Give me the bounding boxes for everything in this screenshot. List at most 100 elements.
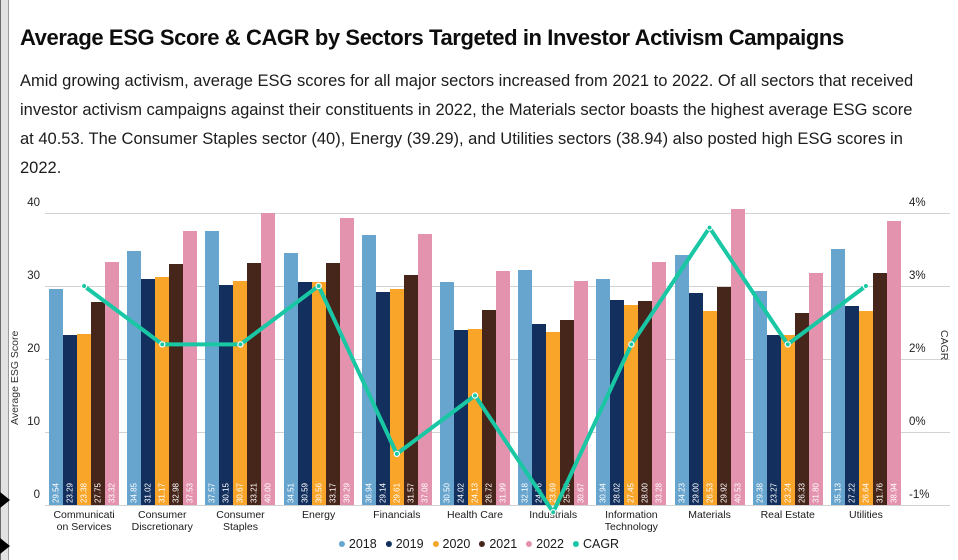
y2-axis-title: CAGR [938,330,950,361]
y-tick-label: 10 [27,416,40,428]
legend: 2018 2019 2020 2021 2022 CAGR [338,537,620,551]
legend-dot-icon [432,541,439,547]
gridline [45,213,950,214]
cagr-line [82,225,868,515]
bar-2019: 23.29 [63,334,78,505]
cagr-line-layer [80,224,870,516]
chart-description: Amid growing activism, average ESG score… [20,71,914,177]
cagr-marker [862,282,870,290]
legend-item-2022: 2022 [526,537,564,551]
legend-dot-icon [526,541,533,547]
cagr-marker [784,341,791,348]
y2-tick-label: 4% [909,197,926,209]
bar-2018: 36.94 [361,235,376,505]
y2-tick-label: 3% [909,270,926,282]
bar-2019: 24.02 [454,329,468,505]
cagr-marker [471,392,479,399]
black-triangle-icon[interactable] [0,538,10,554]
x-axis-label: Communicati on Services [53,509,115,533]
gridline [45,505,950,506]
legend-item-2021: 2021 [479,537,517,551]
cagr-marker [80,282,88,290]
legend-label: CAGR [582,537,620,551]
y-tick-label: 30 [27,270,40,282]
legend-dot-icon [479,541,486,547]
bar-2021: 29.92 [716,286,731,505]
bar-2019: 30.15 [219,284,234,505]
legend-item-2020: 2020 [432,537,470,551]
x-axis-label: Real Estate [760,509,815,521]
bar-2020: 26.53 [702,311,717,505]
bar-2020: 23.69 [546,332,561,505]
bar-2022: 33.32 [105,261,120,505]
bar-2021: 31.76 [872,273,887,505]
bar-2018: 30.94 [596,279,611,505]
legend-label: 2021 [489,537,518,551]
black-triangle-icon[interactable] [0,492,10,508]
plot-area: 29.54 23.29 23.38 27.75 33.32 Communicati on S… [45,209,905,533]
cagr-marker [237,341,244,348]
legend-label: 2018 [348,537,377,551]
bar-2019: 27.22 [844,306,859,505]
y2-tick-label: -1% [909,489,930,501]
bar-2018: 30.50 [440,282,454,505]
x-axis-label: Consumer Discretionary [131,509,193,533]
bar-2022: 31.80 [808,272,823,505]
bar-2020: 24.13 [468,328,482,505]
legend-dot-icon [385,541,392,547]
bar-2022: 40.53 [730,209,745,505]
bar-2022: 31.99 [496,271,510,505]
legend-dot-icon [338,541,345,547]
x-axis-label: Utilities [848,509,883,521]
cagr-marker [628,341,635,348]
bar-2021: 27.75 [91,302,106,505]
bar-2021: 32.98 [169,264,184,505]
bar-2020: 23.24 [780,335,795,505]
legend-label: 2022 [536,537,564,551]
page-title: Average ESG Score & CAGR by Sectors Targ… [20,24,844,50]
x-axis-label: Financials [373,509,421,521]
bar-2019: 23.27 [766,335,781,505]
legend-item-2019: 2019 [385,537,424,551]
bar-2019: 29.00 [688,293,703,505]
bar-2020: 26.64 [858,310,873,505]
bar-2021: 25.38 [560,319,575,505]
bar-2022: 38.94 [886,220,901,505]
bar-2022: 40.00 [261,213,276,505]
x-axis-label: Materials [688,509,731,521]
y-axis-title: Average ESG Score [9,330,21,425]
x-axis-label: Health Care [446,509,504,521]
bar-2018: 34.51 [283,253,298,505]
x-axis-label: Energy [301,509,336,521]
y-tick-label: 20 [27,343,40,355]
bar-2020: 30.56 [311,281,326,505]
bar-2018: 34.23 [674,255,689,505]
cagr-marker [393,450,401,458]
x-axis-label: Information Technology [604,509,658,533]
y-tick-label: 40 [27,197,40,209]
cagr-marker [159,341,166,348]
bar-2019: 24.76 [532,324,547,505]
y2-tick-label: 0% [909,416,926,428]
legend-label: 2019 [395,537,424,551]
bar-2019: 28.02 [610,300,625,505]
bar-2021: 26.72 [482,309,496,505]
bar-2018: 34.85 [127,250,142,505]
bar-2019: 29.14 [375,292,390,505]
bar-2022: 37.53 [183,231,198,505]
legend-dot-icon [572,541,579,547]
bar-2020: 30.67 [233,281,248,505]
cagr-marker [549,509,557,516]
cagr-marker [706,224,713,231]
y2-tick-label: 2% [909,343,926,355]
bar-2022: 33.28 [652,262,667,505]
bar-2018: 35.13 [830,248,845,505]
bar-2018: 32.18 [518,270,533,505]
window-edge-strip [0,0,9,560]
bar-2020: 31.17 [155,277,170,505]
cagr-marker [315,282,322,290]
bar-2021: 28.00 [638,300,653,505]
bar-2018: 29.38 [752,290,767,505]
bar-2018: 37.57 [205,230,220,505]
